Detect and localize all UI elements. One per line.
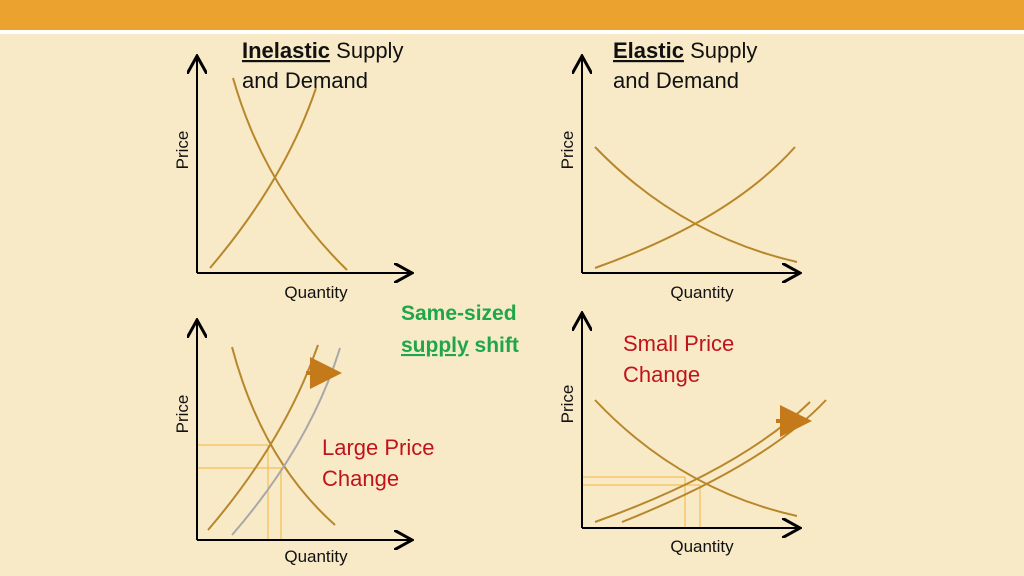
supply-curve	[207, 344, 319, 531]
panel-title: Inelastic Supply	[242, 38, 403, 63]
demand-curve	[594, 146, 798, 263]
panel-elastic: Elastic Supply and Demand Price Quantity	[558, 38, 798, 302]
y-label: Price	[558, 385, 577, 424]
panel-elastic-shift: Price Quantity Small Price Change	[558, 315, 827, 556]
panel-title-line2: and Demand	[242, 68, 368, 93]
annotation: Small Price	[623, 331, 734, 356]
title-rest: Supply	[336, 38, 403, 63]
panel-inelastic-shift: Price Quantity Large Price Change	[173, 322, 435, 566]
annotation: Large Price	[322, 435, 435, 460]
panel-title-line2: and Demand	[613, 68, 739, 93]
supply-curve	[594, 146, 796, 269]
panel-inelastic: Inelastic Supply and Demand Price Quanti…	[173, 38, 410, 302]
supply-curve	[209, 87, 317, 269]
title-emphasis: Inelastic	[242, 38, 330, 63]
center-rest: shift	[475, 334, 519, 357]
annotation: Change	[623, 362, 700, 387]
panel-title: Elastic Supply	[613, 38, 757, 63]
title-rest: Supply	[690, 38, 757, 63]
center-note: Same-sized	[401, 302, 517, 325]
top-bar	[0, 0, 1024, 30]
y-label: Price	[173, 131, 192, 170]
y-label: Price	[558, 131, 577, 170]
center-emphasis: supply	[401, 334, 469, 357]
demand-curve	[231, 346, 336, 526]
y-label: Price	[173, 395, 192, 434]
x-label: Quantity	[670, 537, 734, 556]
title-emphasis: Elastic	[613, 38, 684, 63]
center-note: supply shift	[401, 334, 519, 357]
x-label: Quantity	[284, 547, 348, 566]
x-label: Quantity	[284, 283, 348, 302]
x-label: Quantity	[670, 283, 734, 302]
demand-curve	[232, 77, 348, 271]
annotation: Change	[322, 466, 399, 491]
demand-curve	[594, 399, 798, 517]
top-rule	[0, 30, 1024, 34]
